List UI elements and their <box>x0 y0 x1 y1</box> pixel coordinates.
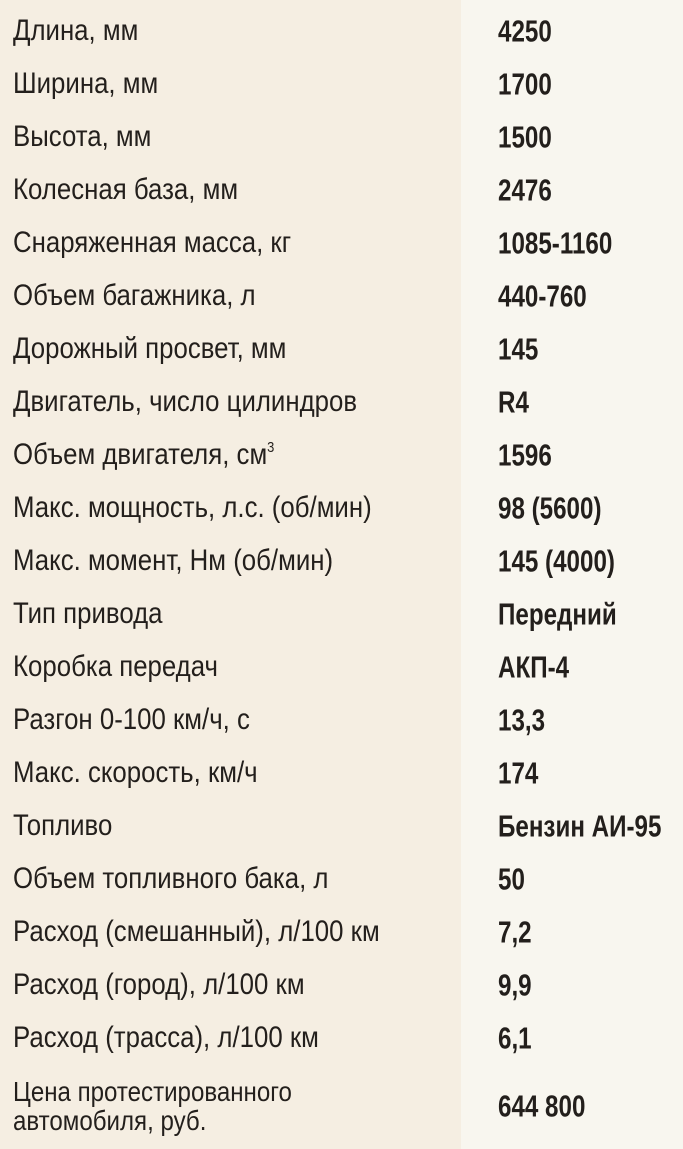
table-row: Объем двигателя, см3 1596 <box>0 428 683 481</box>
row-label-text: Объем багажника, л <box>13 278 256 312</box>
table-row: Высота, мм 1500 <box>0 110 683 163</box>
row-label: Высота, мм <box>13 119 152 153</box>
row-label: Снаряженная масса, кг <box>13 225 292 259</box>
row-value: R4 <box>498 384 529 419</box>
row-label-text: Объем топливного бака, л <box>13 861 329 895</box>
table-row: Объем топливного бака, л 50 <box>0 852 683 905</box>
row-value: АКП-4 <box>498 649 570 684</box>
row-value: Передний <box>498 596 617 631</box>
row-value: 174 <box>498 755 539 790</box>
row-label: Макс. скорость, км/ч <box>13 755 258 789</box>
row-label-text: Снаряженная масса, кг <box>13 225 292 259</box>
row-label-text: Высота, мм <box>13 119 152 153</box>
row-label-text: Расход (смешанный), л/100 км <box>13 914 380 948</box>
row-label: Объем багажника, л <box>13 278 256 312</box>
row-label-line2: автомобиля, руб. <box>13 1105 207 1136</box>
row-label-text: Макс. момент, Нм (об/мин) <box>13 543 334 577</box>
table-row: Длина, мм 4250 <box>0 4 683 57</box>
row-value: 13,3 <box>498 702 546 737</box>
row-label-text: Двигатель, число цилиндров <box>13 384 358 418</box>
row-value: 145 <box>498 331 539 366</box>
table-row: Тип привода Передний <box>0 587 683 640</box>
row-value: 440-760 <box>498 278 587 313</box>
table-row: Расход (город), л/100 км 9,9 <box>0 958 683 1011</box>
row-label: Макс. мощность, л.с. (об/мин) <box>13 490 372 524</box>
table-row: Двигатель, число цилиндров R4 <box>0 375 683 428</box>
row-label-text: Длина, мм <box>13 13 139 47</box>
row-label-text: Расход (трасса), л/100 км <box>13 1020 319 1054</box>
row-label: Расход (город), л/100 км <box>13 967 305 1001</box>
table-row: Дорожный просвет, мм 145 <box>0 322 683 375</box>
row-value: 2476 <box>498 172 552 207</box>
row-label: Цена протестированного автомобиля, руб. <box>13 1077 292 1135</box>
table-row: Коробка передач АКП-4 <box>0 640 683 693</box>
row-label-text: Дорожный просвет, мм <box>13 331 287 365</box>
table-row: Расход (трасса), л/100 км 6,1 <box>0 1011 683 1064</box>
row-value: 644 800 <box>498 1088 586 1124</box>
table-row: Ширина, мм 1700 <box>0 57 683 110</box>
row-value: Бензин АИ-95 <box>498 808 662 843</box>
row-label-text: Коробка передач <box>13 649 218 683</box>
row-value: 7,2 <box>498 914 532 949</box>
table-row-price: Цена протестированного автомобиля, руб. … <box>0 1077 683 1135</box>
row-label: Тип привода <box>13 596 163 630</box>
row-value: 98 (5600) <box>498 490 602 525</box>
row-value: 1085-1160 <box>498 225 613 260</box>
row-value: 145 (4000) <box>498 543 615 578</box>
table-row: Макс. момент, Нм (об/мин) 145 (4000) <box>0 534 683 587</box>
row-label-text: Ширина, мм <box>13 66 159 100</box>
table-row: Объем багажника, л 440-760 <box>0 269 683 322</box>
superscript: 3 <box>267 438 275 456</box>
row-label: Расход (смешанный), л/100 км <box>13 914 380 948</box>
row-label-text: Колесная база, мм <box>13 172 239 206</box>
table-row: Колесная база, мм 2476 <box>0 163 683 216</box>
table-row: Разгон 0-100 км/ч, с 13,3 <box>0 693 683 746</box>
table-row: Снаряженная масса, кг 1085-1160 <box>0 216 683 269</box>
row-label: Коробка передач <box>13 649 218 683</box>
row-label: Объем двигателя, см3 <box>13 437 275 471</box>
row-value: 1500 <box>498 119 552 154</box>
row-label: Дорожный просвет, мм <box>13 331 287 365</box>
row-label-text: Макс. скорость, км/ч <box>13 755 258 789</box>
row-value: 1700 <box>498 66 552 101</box>
table-row: Макс. скорость, км/ч 174 <box>0 746 683 799</box>
table-row: Расход (смешанный), л/100 км 7,2 <box>0 905 683 958</box>
row-label-text: Тип привода <box>13 596 163 630</box>
row-label-line1: Цена протестированного <box>13 1076 292 1107</box>
row-value: 50 <box>498 861 525 896</box>
row-label: Топливо <box>13 808 113 842</box>
row-label: Ширина, мм <box>13 66 159 100</box>
row-label-text: Расход (город), л/100 км <box>13 967 305 1001</box>
row-label-text: Макс. мощность, л.с. (об/мин) <box>13 490 372 524</box>
row-label-text: Объем двигателя, см <box>13 437 268 471</box>
label-column-background <box>0 0 461 1149</box>
row-label: Разгон 0-100 км/ч, с <box>13 702 250 736</box>
row-label: Длина, мм <box>13 13 139 47</box>
row-label: Объем топливного бака, л <box>13 861 329 895</box>
row-value: 6,1 <box>498 1020 532 1055</box>
row-label-text: Разгон 0-100 км/ч, с <box>13 702 250 736</box>
table-row: Топливо Бензин АИ-95 <box>0 799 683 852</box>
row-label: Колесная база, мм <box>13 172 239 206</box>
row-label-text: Топливо <box>13 808 113 842</box>
row-value: 4250 <box>498 13 552 48</box>
row-label: Расход (трасса), л/100 км <box>13 1020 319 1054</box>
table-row: Макс. мощность, л.с. (об/мин) 98 (5600) <box>0 481 683 534</box>
row-value: 9,9 <box>498 967 532 1002</box>
row-label: Макс. момент, Нм (об/мин) <box>13 543 334 577</box>
row-label: Двигатель, число цилиндров <box>13 384 358 418</box>
row-value: 1596 <box>498 437 552 472</box>
